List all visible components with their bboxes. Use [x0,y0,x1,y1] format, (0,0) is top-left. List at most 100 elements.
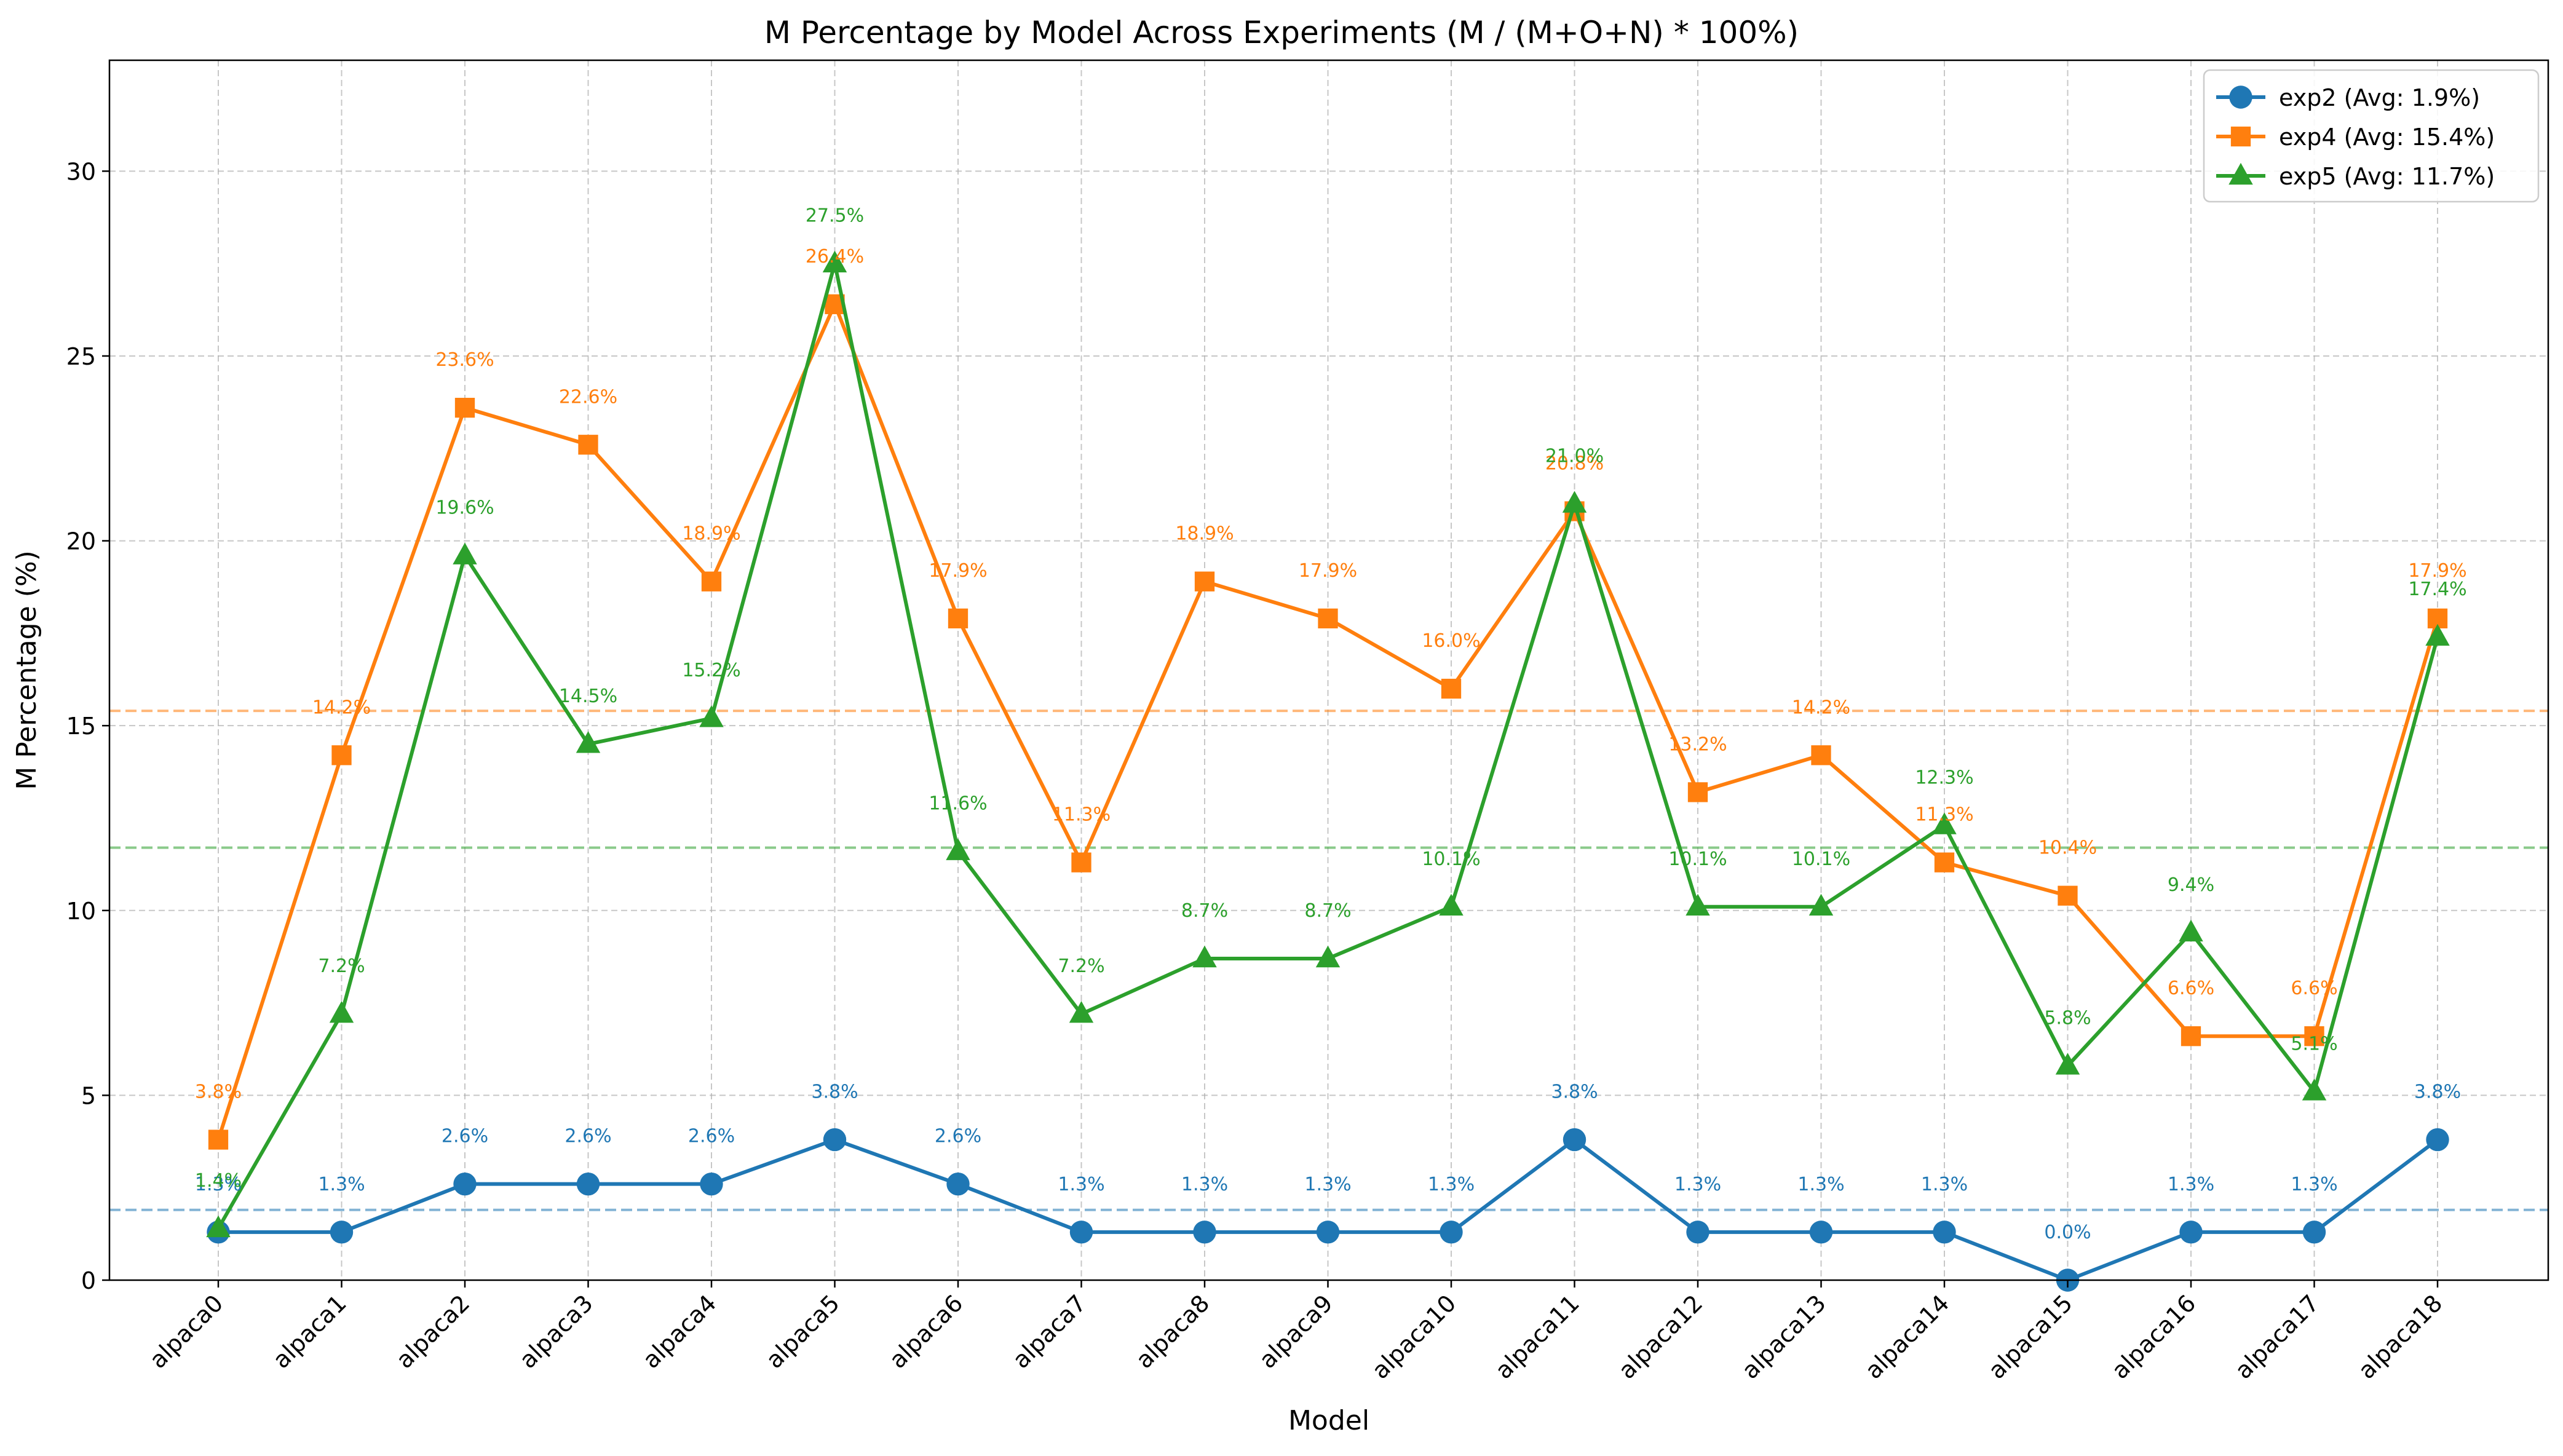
data-label: 0.0% [2044,1222,2091,1243]
circle-marker [453,1172,477,1196]
data-label: 1.3% [1304,1174,1351,1195]
series-square [208,294,2448,1150]
data-label: 9.4% [2168,874,2214,896]
data-label: 17.9% [2408,560,2466,582]
circle-marker [2179,1221,2203,1244]
data-label: 2.6% [442,1126,488,1147]
data-label: 13.2% [1668,734,1727,755]
data-label: 1.3% [1921,1174,1968,1195]
data-label: 2.6% [688,1126,735,1147]
data-label: 6.6% [2291,978,2337,999]
x-axis-label: Model [1288,1405,1369,1436]
y-tick-label: 25 [66,343,96,370]
legend: exp2 (Avg: 1.9%) exp4 (Avg: 15.4%) exp5 (A… [2203,69,2540,203]
square-marker [454,397,475,418]
circle-marker [1316,1221,1340,1244]
triangle-marker [453,542,477,564]
data-label: 3.8% [2414,1082,2461,1103]
y-tick-label: 5 [81,1082,96,1109]
data-label: 8.7% [1181,900,1228,922]
data-label: 3.8% [1551,1082,1598,1103]
triangle-marker [2302,1078,2327,1101]
square-marker [578,435,598,455]
triangle-marker [576,731,601,753]
data-label: 15.2% [682,660,740,681]
y-tick-label: 15 [66,713,96,740]
square-marker [1071,852,1091,872]
average-lines [109,710,2548,1211]
y-tick-label: 20 [66,528,96,555]
triangle-marker [699,705,724,727]
legend-label: exp2 (Avg: 1.9%) [2279,84,2480,111]
data-label: 23.6% [435,349,494,371]
square-marker [208,1130,229,1150]
data-label: 12.3% [1915,767,1973,789]
triangle-marker [1686,893,1710,916]
data-label: 10.1% [1792,849,1850,870]
data-label: 18.9% [1175,523,1234,545]
triangle-marker [1562,491,1587,513]
grid [109,60,2548,1281]
data-label: 5.8% [2044,1007,2091,1029]
data-label: 3.8% [195,1082,242,1103]
triangle-marker [2228,162,2253,185]
circle-marker [1563,1128,1587,1152]
triangle-marker [2425,623,2450,646]
data-label: 17.4% [2408,579,2466,600]
data-label: 14.2% [312,697,371,718]
data-label: 14.2% [1792,697,1850,718]
data-label: 14.5% [559,686,617,707]
square-marker [948,608,969,628]
data-label: 5.1% [2291,1033,2337,1054]
square-marker [2058,885,2078,906]
series-triangle [206,250,2450,1238]
data-label: 1.3% [2291,1174,2337,1195]
triangle-marker [206,1215,231,1238]
square-marker [2181,1026,2201,1046]
y-tick-label: 0 [81,1267,96,1294]
data-label: 1.3% [1181,1174,1228,1195]
triangle-marker [329,1001,354,1023]
data-label: 2.6% [564,1126,611,1147]
triangle-marker [946,838,970,860]
legend-label: exp4 (Avg: 15.4%) [2279,124,2495,151]
data-label: 1.3% [1674,1174,1721,1195]
chart-title: M Percentage by Model Across Experiments… [764,15,1799,50]
data-labels: 1.3% 1.3% 2.6% 2.6% 2.6% 3.8% 2.6% 1.3% 1.3% 1.3%… [195,205,2467,1243]
data-label: 19.6% [435,497,494,519]
data-label: 7.2% [318,956,365,977]
circle-marker [946,1172,970,1196]
triangle-marker [822,250,847,272]
circle-marker [1193,1221,1216,1244]
legend-box [2203,69,2540,203]
data-label: 11.3% [1052,804,1111,826]
circle-marker [1933,1221,1956,1244]
data-label: 6.6% [2168,978,2214,999]
data-label: 11.3% [1915,804,1973,826]
y-axis-label: M Percentage (%) [11,550,42,790]
y-tick-label: 30 [66,158,96,185]
square-marker [701,571,722,592]
data-label: 18.9% [682,523,740,545]
circle-marker [2426,1128,2449,1152]
data-label: 20.8% [1545,453,1604,474]
data-label: 1.3% [195,1174,242,1195]
data-label: 1.3% [1058,1174,1104,1195]
data-label: 26.4% [806,246,864,267]
triangle-marker [1192,945,1217,968]
circle-marker [1440,1221,1463,1244]
square-marker [1811,745,1831,766]
triangle-marker [1069,1001,1094,1023]
data-label: 1.3% [318,1174,365,1195]
square-marker [1318,608,1338,628]
triangle-marker [1932,812,1957,834]
square-marker [1194,571,1215,592]
circle-marker [1686,1221,1709,1244]
legend-label: exp5 (Avg: 11.7%) [2279,163,2495,190]
data-label: 27.5% [806,205,864,227]
triangle-marker [2179,919,2203,942]
data-label: 21.0% [1545,445,1604,467]
circle-marker [2302,1221,2326,1244]
data-label: 1.4% [195,1170,242,1192]
